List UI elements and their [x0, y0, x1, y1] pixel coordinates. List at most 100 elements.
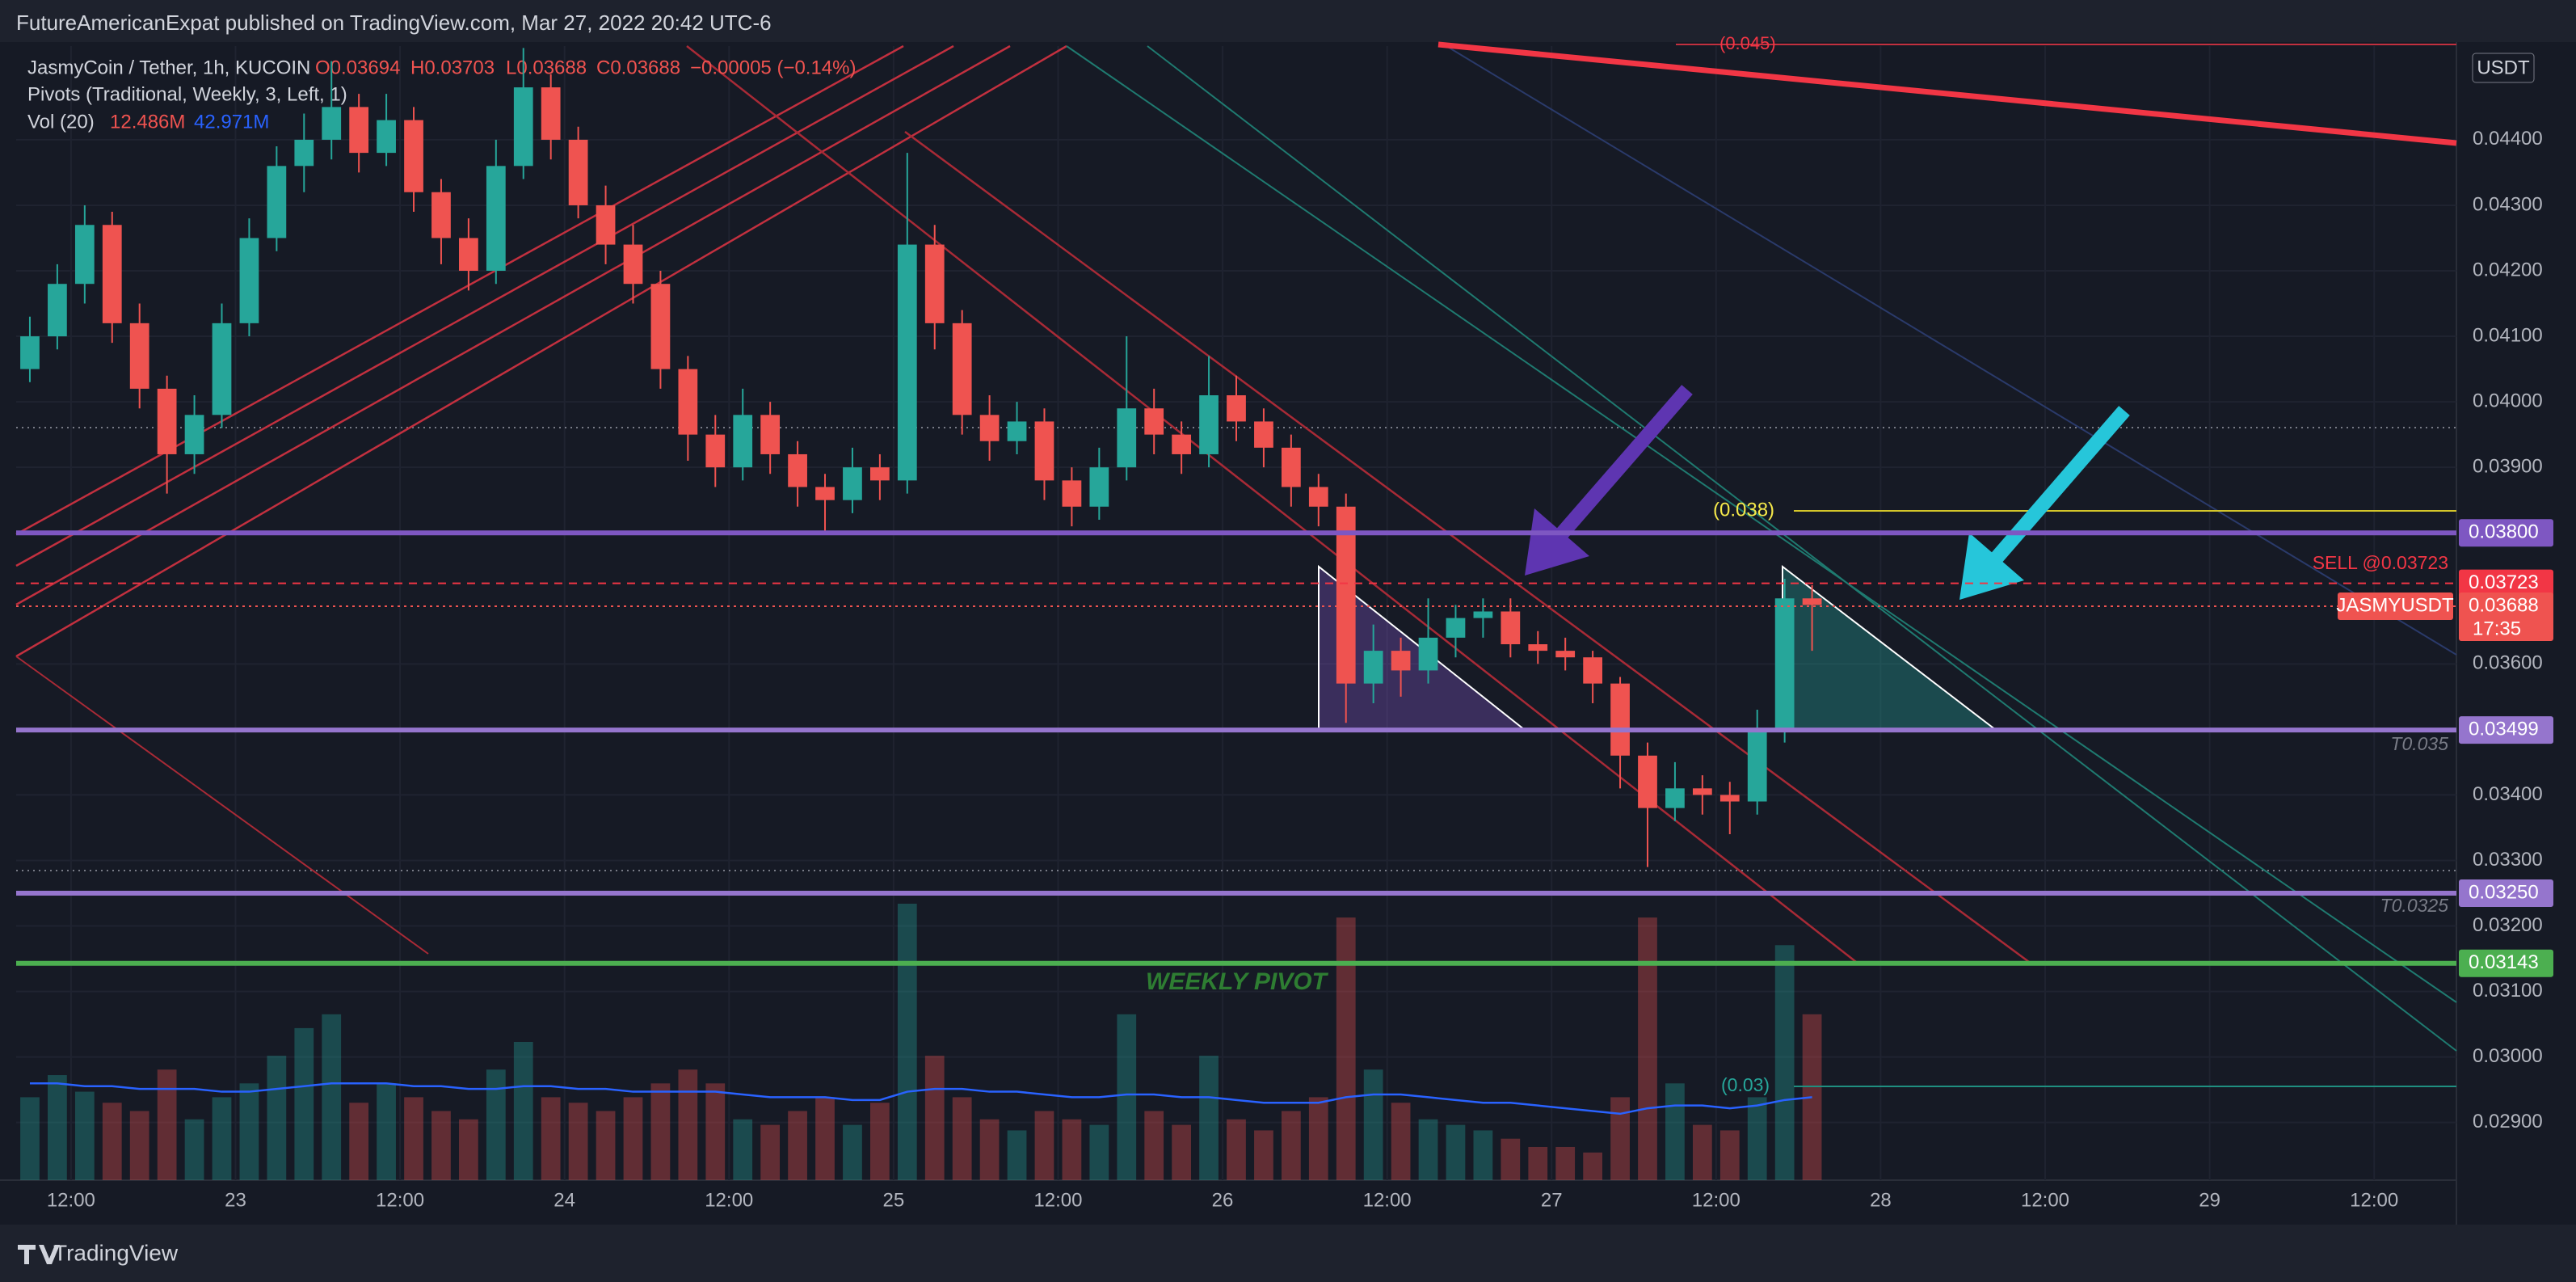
volume-bar [513, 1042, 533, 1180]
volume-bar [48, 1075, 67, 1180]
channel-line [686, 45, 1857, 963]
candle-body [815, 487, 835, 500]
candle-body [1144, 408, 1164, 435]
volume-bar [979, 1119, 1000, 1180]
candle-body [541, 87, 561, 140]
candle-body [596, 205, 616, 245]
y-tick-label: 0.03300 [2473, 849, 2543, 871]
volume-bar [1446, 1124, 1466, 1180]
candle-body [1418, 637, 1438, 671]
volume-bar [349, 1103, 369, 1180]
candle-body [513, 87, 533, 167]
y-tick-label: 0.04300 [2473, 193, 2543, 215]
candle-body [1089, 467, 1109, 507]
volume-bar [897, 904, 917, 1180]
channel-line [15, 656, 429, 955]
candle-body [1774, 598, 1795, 730]
candle-body [1281, 447, 1301, 487]
x-tick-label: 12:00 [2350, 1189, 2398, 1211]
candle-body [1336, 506, 1356, 684]
logo [18, 1245, 60, 1264]
volume-bar [377, 1083, 396, 1180]
candle-body [1802, 598, 1822, 605]
currency-box[interactable] [2472, 53, 2535, 83]
volume-reading: 12.486M [110, 111, 185, 133]
price-label: 0.03499 [2469, 719, 2539, 740]
arrow [1546, 385, 1693, 550]
currency[interactable]: USDT [2477, 57, 2530, 78]
candle-body [897, 244, 917, 481]
candle-body [760, 415, 781, 454]
x-tick-label: 27 [1541, 1189, 1563, 1211]
y-tick-label: 0.03900 [2473, 456, 2543, 478]
candle-body [1199, 395, 1219, 454]
channel-line [1066, 45, 2457, 1003]
candle-body [459, 238, 478, 272]
trend-line [15, 44, 1011, 606]
price-label-box [2459, 879, 2553, 907]
volume-bar [74, 1091, 95, 1180]
price-label-box [2459, 592, 2553, 641]
candle-body [568, 139, 588, 205]
candle-body [843, 467, 862, 500]
volume-bar [733, 1119, 753, 1180]
candle-body [952, 323, 972, 415]
ohlc: −0.00005 (−0.14%) [690, 57, 857, 78]
trend-line [15, 44, 1067, 658]
x-tick-label: 12:00 [47, 1189, 95, 1211]
symbol-tag-box [2338, 592, 2453, 620]
volume-bar [1692, 1124, 1712, 1180]
volume-bar [212, 1097, 232, 1180]
candle-body [924, 244, 945, 323]
volume-bar [1665, 1083, 1685, 1180]
top-bar [0, 0, 2576, 42]
volume-bar [1528, 1146, 1548, 1180]
volume-bar [1172, 1124, 1192, 1180]
price-label: 0.03723 [2469, 571, 2539, 593]
volume-bar [184, 1119, 204, 1180]
symbol: JasmyCoin / Tether, 1h, KUCOIN [27, 57, 310, 78]
x-tick-label: 26 [1212, 1189, 1234, 1211]
y-tick-label: 0.03000 [2473, 1045, 2543, 1067]
price-label: 0.03250 [2469, 881, 2539, 903]
arrow-head [1959, 533, 2024, 600]
candle-body [322, 107, 342, 140]
candle-body [1254, 421, 1273, 448]
ohlc: C0.03688 [596, 57, 680, 78]
countdown: 17:35 [2473, 618, 2521, 639]
x-tick-label: 12:00 [705, 1189, 753, 1211]
y-tick-label: 0.03600 [2473, 652, 2543, 674]
volume-bar [294, 1027, 314, 1180]
volume-bar [1555, 1146, 1576, 1180]
volume-bar [788, 1111, 807, 1180]
candle-body [1638, 755, 1657, 808]
candle-body [1062, 480, 1082, 507]
candle-body [377, 120, 396, 154]
volume-bar [760, 1124, 781, 1180]
annotation: SELL @0.03723 [2313, 552, 2448, 573]
volume-bar [952, 1097, 972, 1180]
volume-bar [1418, 1119, 1438, 1180]
volume-bar [678, 1069, 698, 1180]
candle-body [1391, 651, 1411, 671]
candle-body [267, 166, 287, 238]
x-tick-label: 12:00 [1692, 1189, 1740, 1211]
candle-body [349, 107, 369, 154]
volume-bar [1254, 1130, 1273, 1180]
y-tick-label: 0.04100 [2473, 324, 2543, 346]
candle-body [1719, 795, 1740, 802]
volume-bar [102, 1103, 122, 1180]
volume-bar [1227, 1119, 1246, 1180]
y-tick-label: 0.04400 [2473, 128, 2543, 150]
candle-body [678, 369, 698, 435]
x-tick-label: 24 [554, 1189, 575, 1211]
volume-bar [1062, 1119, 1082, 1180]
pivots-label: Pivots (Traditional, Weekly, 3, Left, 1) [27, 83, 347, 105]
volume-bar [1719, 1130, 1740, 1180]
volume-bar [267, 1056, 287, 1180]
y-tick-label: 0.03400 [2473, 783, 2543, 805]
candle-body [404, 120, 423, 192]
price-label-box [2459, 569, 2553, 597]
candle-body [1665, 788, 1685, 808]
volume-bar [870, 1103, 890, 1180]
